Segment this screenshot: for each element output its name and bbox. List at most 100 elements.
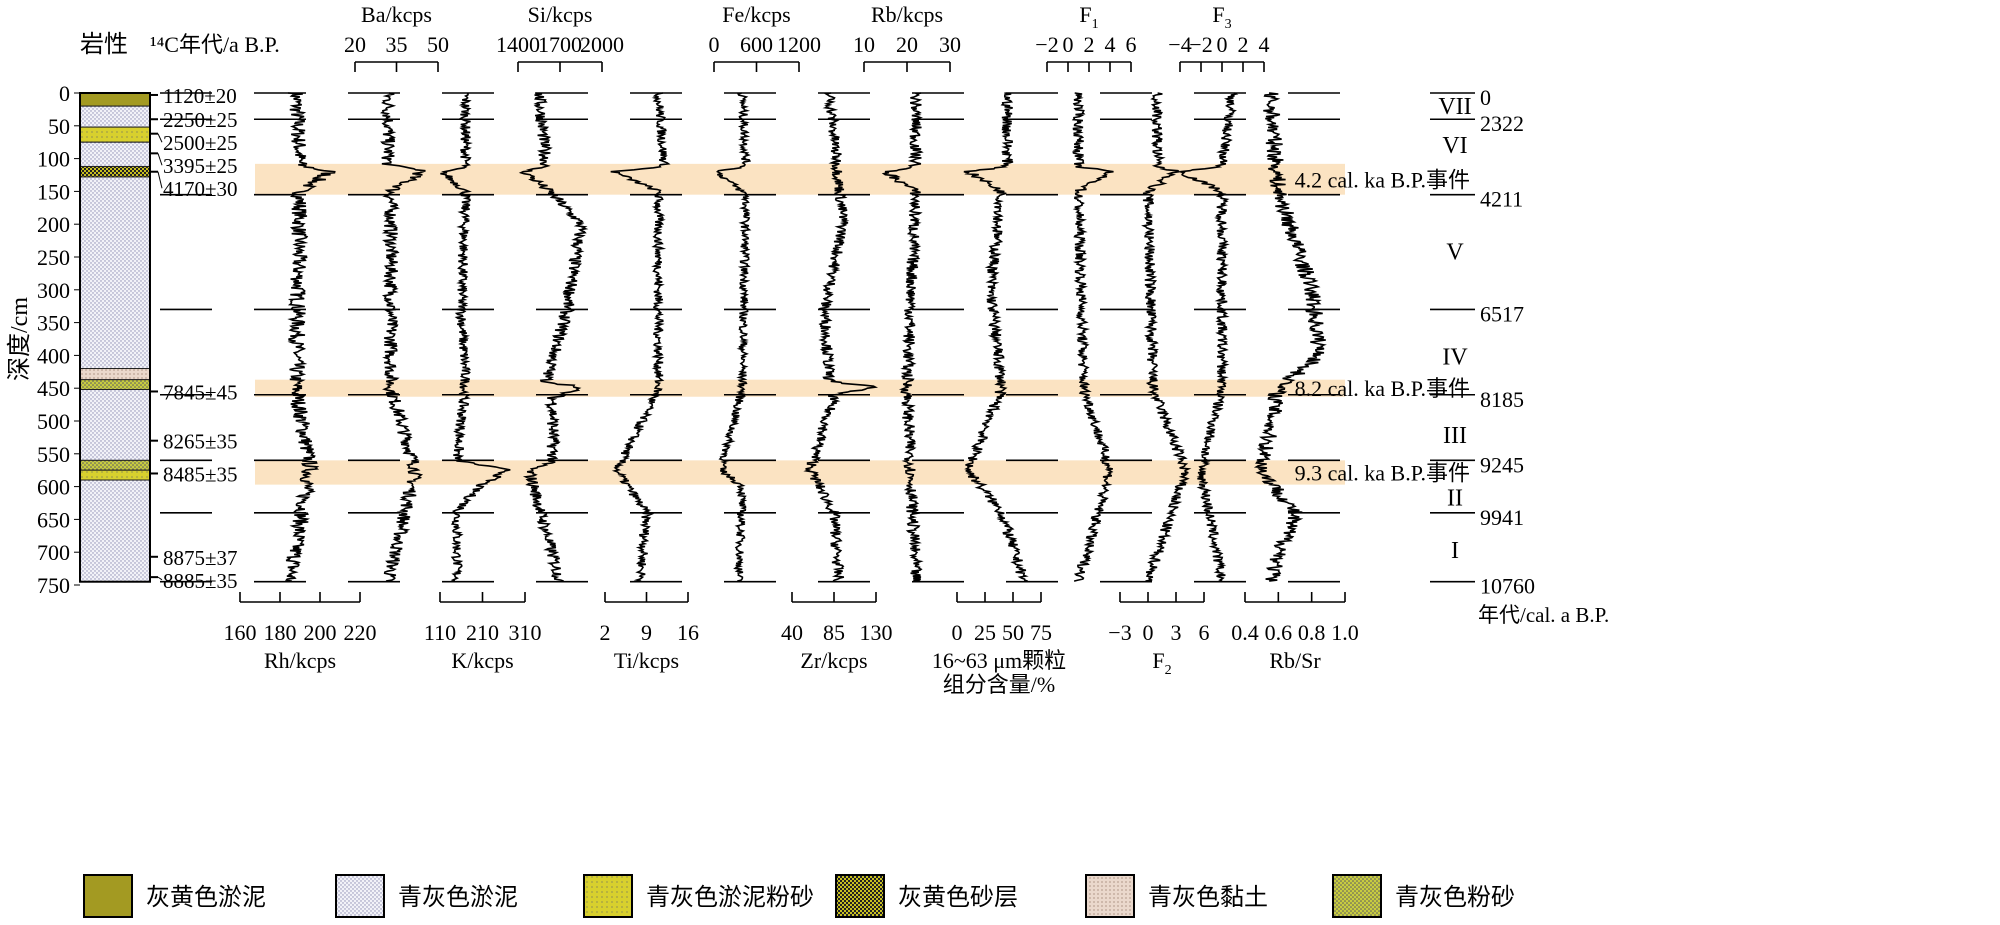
age-label: 4211 [1480,187,1523,212]
series-line-0 [284,92,336,582]
axis-tick-label: 40 [781,620,803,645]
event-label: 8.2 cal. ka B.P.事件 [1295,376,1470,401]
axis-tick-label: 6 [1199,620,1210,645]
axis-tick-label: 10 [853,32,875,57]
series-line-11 [1179,92,1239,582]
date-label: 3395±25 [163,154,238,178]
legend-swatch [583,874,633,918]
legend-item: 青灰色淤泥 [335,874,518,918]
y-axis-label: 深度/cm [6,297,33,381]
legend-label: 青灰色淤泥粉砂 [646,884,814,911]
legend-label: 青灰色黏土 [1148,884,1268,911]
series-title: Rb/kcps [871,2,943,27]
event-label: 4.2 cal. ka B.P.事件 [1295,167,1470,192]
axis-tick-label: −4 [1168,32,1191,57]
axis-tick-label: 200 [304,620,337,645]
axis-tick-label: 3 [1171,620,1182,645]
date-label: 8885±35 [163,569,238,593]
series-title: Rb/Sr [1269,648,1321,673]
zone-label: I [1451,538,1459,564]
series-line-12 [1253,92,1327,582]
age-label: 9941 [1480,505,1524,530]
y-tick-label: 400 [37,343,70,368]
axis-tick-label: 0 [709,32,720,57]
age-label: 6517 [1480,301,1524,326]
axis-tick-label: 2 [600,620,611,645]
axis-tick-label: 20 [344,32,366,57]
axis-tick-label: −2 [1035,32,1058,57]
axis-tick-label: 16 [677,620,699,645]
date-label: 4170±30 [163,177,238,201]
axis-tick-label: 600 [740,32,773,57]
age-label: 2322 [1480,111,1524,136]
age-label: 10760 [1480,574,1535,599]
event-band [255,163,1345,195]
lithology-layer [79,479,151,583]
axis-tick-label: 210 [466,620,499,645]
lithology-layer [79,389,151,461]
series-title: F2 [1152,648,1171,678]
series-line-4 [610,92,671,582]
axis-tick-label: 75 [1030,620,1052,645]
legend-item: 灰黄色砂层 [835,874,1018,918]
series-title: Fe/kcps [722,2,790,27]
date-leader [157,576,163,581]
series-title: 组分含量/% [943,672,1055,697]
lithology-layer [79,459,151,471]
y-tick-label: 650 [37,507,70,532]
axis-tick-label: 4 [1105,32,1116,57]
lithology-layer [79,141,151,167]
lithology-layer [79,92,151,107]
axis-tick-label: 0.6 [1265,620,1293,645]
lithology-layer [79,165,151,178]
y-tick-label: 550 [37,442,70,467]
zone-label: V [1446,239,1464,265]
axis-tick-label: 9 [641,620,652,645]
y-tick-label: 700 [37,540,70,565]
series-title: K/kcps [451,648,513,673]
lithology-layer [79,379,151,391]
event-band [255,460,1345,485]
lithology-column-frame [79,92,151,583]
axis-tick-label: 310 [509,620,542,645]
lithology-layer [79,368,151,381]
axis-tick-label: 0.8 [1298,620,1326,645]
series-line-1 [379,92,426,582]
axis-tick-label: 85 [823,620,845,645]
zone-label: VI [1442,133,1467,159]
axis-tick-label: 20 [896,32,918,57]
zone-label: II [1447,485,1463,511]
axis-tick-label: −2 [1189,32,1212,57]
axis-tick-label: 1400 [496,32,540,57]
axis-tick-label: 180 [264,620,297,645]
legend-item: 青灰色淤泥粉砂 [583,874,814,918]
lithology-layer [79,126,151,143]
date-label: 1120±20 [163,84,237,108]
axis-tick-label: 2 [1084,32,1095,57]
axis-tick-label: 0 [952,620,963,645]
date-label: 8485±35 [163,462,238,486]
axis-tick-label: 110 [424,620,456,645]
axis-tick-label: 50 [427,32,449,57]
series-title: Ti/kcps [614,648,679,673]
event-label: 9.3 cal. ka B.P.事件 [1295,460,1470,485]
axis-tick-label: 35 [386,32,408,57]
age-label: 8185 [1480,387,1524,412]
y-tick-label: 100 [37,147,70,172]
date-label: 2500±25 [163,131,238,155]
y-tick-label: 250 [37,245,70,270]
y-tick-label: 0 [59,81,70,106]
age-label: 0 [1480,85,1491,110]
axis-tick-label: 0.4 [1231,620,1259,645]
series-line-7 [881,92,924,582]
legend-item: 青灰色黏土 [1085,874,1268,918]
date-label: 8265±35 [163,430,238,454]
y-tick-label: 450 [37,376,70,401]
date-leader [157,153,163,166]
y-tick-label: 150 [37,179,70,204]
axis-tick-label: 30 [939,32,961,57]
y-tick-label: 750 [37,573,70,598]
date-leader [157,171,163,189]
legend-swatch [1085,874,1135,918]
